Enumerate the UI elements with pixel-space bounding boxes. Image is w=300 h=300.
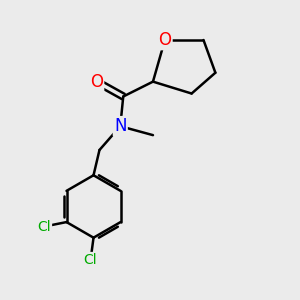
Text: O: O	[90, 73, 103, 91]
Text: O: O	[158, 31, 171, 49]
Text: Cl: Cl	[38, 220, 51, 233]
Text: N: N	[114, 117, 127, 135]
Text: Cl: Cl	[84, 253, 98, 267]
